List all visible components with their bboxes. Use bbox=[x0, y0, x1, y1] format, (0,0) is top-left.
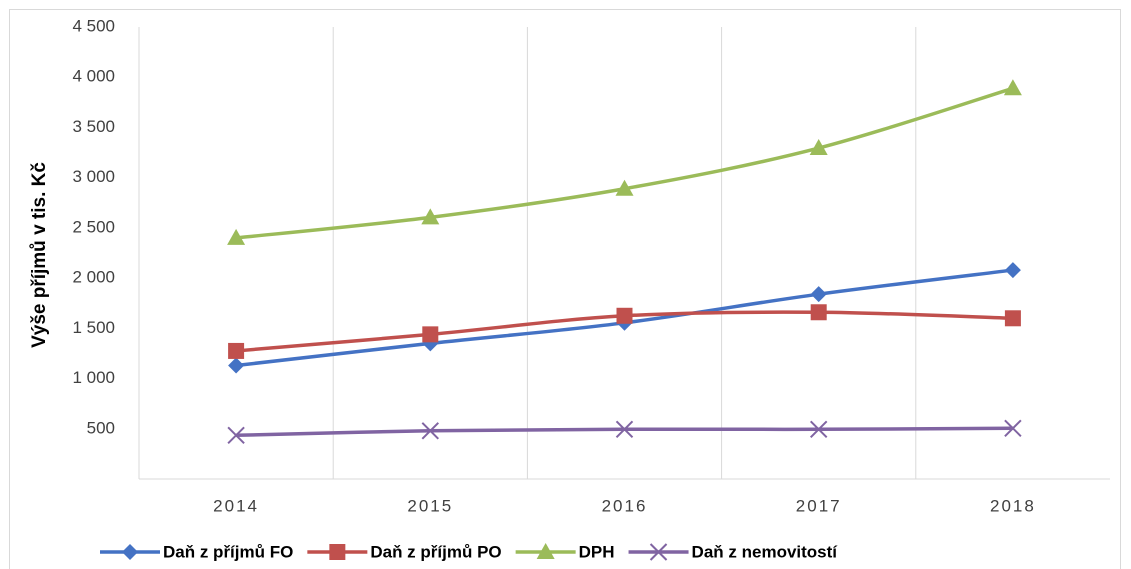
x-tick-label: 2018 bbox=[990, 496, 1036, 515]
data-point bbox=[228, 342, 245, 359]
data-point bbox=[1004, 262, 1021, 279]
legend-marker bbox=[649, 543, 668, 561]
y-axis-label: Výše příjmů v tis. Kč bbox=[29, 162, 50, 348]
chart-border bbox=[9, 9, 1121, 569]
data-point bbox=[616, 307, 633, 324]
legend-label: Daň z příjmů PO bbox=[370, 542, 501, 561]
x-tick-label: 2014 bbox=[213, 496, 259, 515]
x-tick-label: 2015 bbox=[407, 496, 453, 515]
y-tick-label: 4 000 bbox=[72, 67, 115, 86]
y-tick-label: 2 500 bbox=[72, 217, 115, 236]
series-line bbox=[235, 86, 1014, 240]
data-point bbox=[809, 420, 828, 438]
data-point bbox=[615, 179, 634, 196]
y-tick-label: 500 bbox=[87, 418, 115, 437]
legend-label: DPH bbox=[579, 542, 615, 561]
data-point bbox=[810, 304, 827, 321]
x-tick-label: 2016 bbox=[602, 496, 648, 515]
legend-marker bbox=[329, 544, 346, 560]
x-tick-label: 2017 bbox=[796, 496, 842, 515]
y-tick-label: 3 000 bbox=[72, 167, 115, 186]
y-tick-label: 1 500 bbox=[72, 318, 115, 337]
data-point bbox=[809, 139, 828, 156]
data-point bbox=[1003, 79, 1022, 96]
y-tick-label: 3 500 bbox=[72, 117, 115, 136]
data-point bbox=[1004, 419, 1022, 437]
data-point bbox=[422, 326, 439, 343]
y-tick-label: 2 000 bbox=[72, 268, 115, 287]
data-point bbox=[227, 228, 246, 245]
y-tick-label: 4 500 bbox=[72, 16, 115, 35]
data-point bbox=[421, 422, 440, 440]
legend-label: Daň z příjmů FO bbox=[163, 542, 293, 561]
legend-marker bbox=[536, 543, 555, 559]
y-tick-label: 1 000 bbox=[72, 368, 115, 387]
data-point bbox=[810, 286, 827, 303]
data-point bbox=[228, 357, 245, 374]
data-point bbox=[615, 420, 634, 438]
legend-label: Daň z nemovitostí bbox=[692, 542, 839, 561]
data-point bbox=[1004, 310, 1021, 327]
data-point bbox=[421, 208, 440, 225]
data-point bbox=[227, 426, 245, 445]
legend-marker bbox=[122, 544, 138, 560]
